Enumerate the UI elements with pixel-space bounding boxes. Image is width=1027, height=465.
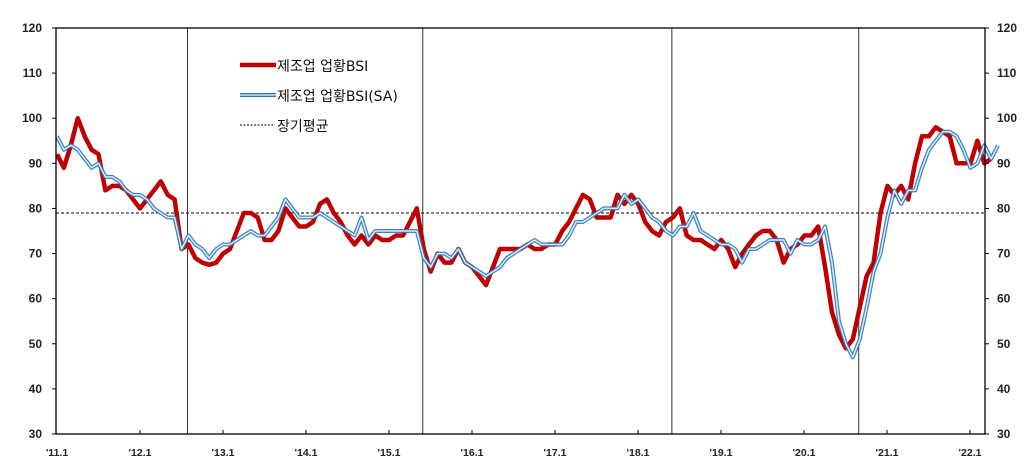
y-tick-label: 40 (997, 382, 1011, 396)
y-tick-label: 90 (997, 156, 1011, 170)
legend-label: 제조업 업황BSI (277, 59, 368, 75)
y-tick-label: 30 (997, 427, 1011, 441)
x-tick-label: '11.1 (46, 447, 69, 459)
y-tick-label: 70 (997, 247, 1011, 261)
x-tick-label: '21.1 (876, 447, 899, 459)
y-axis-left: 30 40 50 60 70 80 90 100 110 120 (22, 21, 56, 441)
x-tick-label: '16.1 (461, 447, 484, 459)
x-tick-label: '18.1 (627, 447, 650, 459)
x-tick-label: '22.1 (959, 447, 982, 459)
y-tick-label: 80 (997, 201, 1011, 215)
y-tick-label: 80 (29, 201, 43, 215)
x-tick-label: '12.1 (129, 447, 152, 459)
legend-item-bsi-sa: 제조업 업황BSI(SA) (240, 89, 398, 105)
y-tick-label: 100 (22, 111, 42, 125)
y-tick-label: 50 (997, 337, 1011, 351)
legend-label: 장기평균 (277, 119, 329, 135)
series-manufacturing-bsi-sa (55, 129, 1000, 360)
y-tick-label: 110 (23, 66, 43, 80)
series-manufacturing-bsi (54, 115, 993, 351)
x-tick-label: '13.1 (212, 447, 235, 459)
bsi-sa-line-inner (56, 131, 999, 359)
legend-item-long-term-average: 장기평균 (240, 119, 329, 135)
y-tick-label: 40 (29, 382, 43, 396)
y-tick-label: 120 (22, 21, 42, 35)
x-tick-label: '20.1 (793, 447, 816, 459)
y-tick-label: 100 (997, 111, 1017, 125)
y-tick-label: 70 (29, 247, 43, 261)
y-tick-label: 30 (29, 427, 43, 441)
y-tick-label: 110 (997, 66, 1017, 80)
plot-area-frame (55, 27, 986, 435)
y-tick-label: 120 (997, 21, 1017, 35)
x-tick-label: '19.1 (710, 447, 733, 459)
x-axis: '11.1 '12.1 '13.1 '14.1 '15.1 '16.1 '17.1 '18.1… (46, 430, 982, 459)
y-tick-label: 60 (997, 292, 1011, 306)
x-tick-label: '17.1 (544, 447, 567, 459)
legend-item-bsi: 제조업 업황BSI (240, 59, 368, 75)
legend: 제조업 업황BSI 제조업 업황BSI(SA) 장기평균 (240, 59, 398, 135)
bsi-line (54, 115, 993, 351)
legend-label: 제조업 업황BSI(SA) (277, 89, 398, 105)
x-tick-label: '14.1 (295, 447, 318, 459)
y-tick-label: 90 (29, 156, 43, 170)
x-tick-label: '15.1 (378, 447, 401, 459)
y-axis-right: 30 40 50 60 70 80 90 100 110 120 (985, 21, 1017, 441)
y-tick-label: 50 (29, 337, 43, 351)
y-tick-label: 60 (29, 292, 43, 306)
